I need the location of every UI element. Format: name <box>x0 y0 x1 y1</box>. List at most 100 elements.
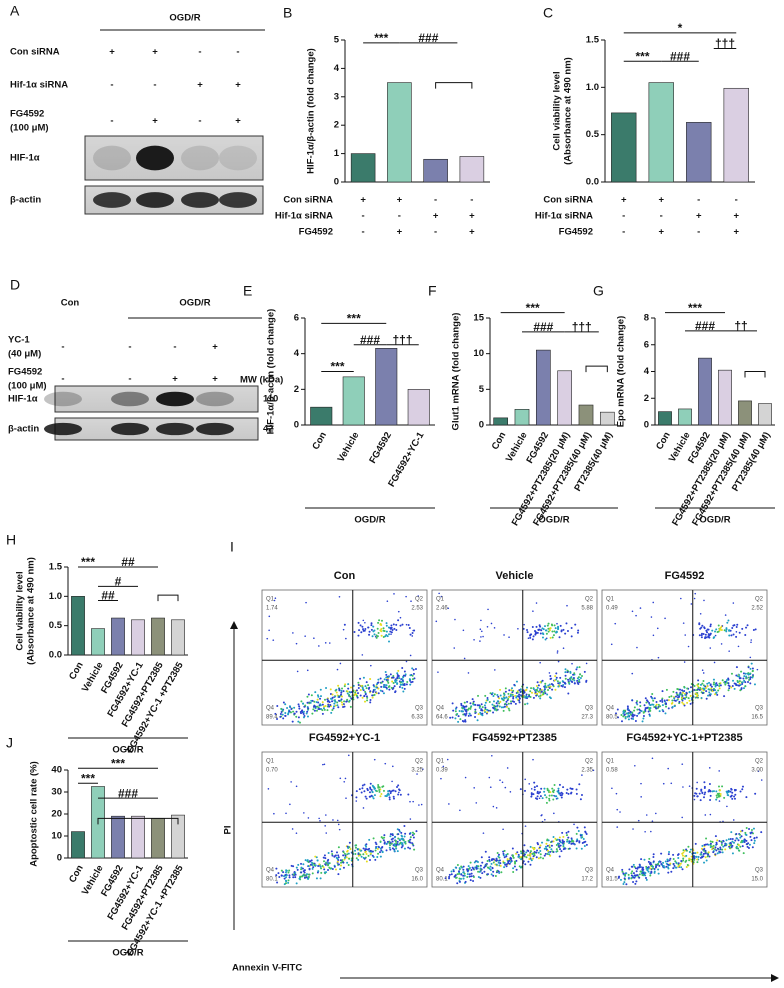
y-tick-label: 6 <box>294 313 299 324</box>
flow-event <box>585 679 588 682</box>
flow-event <box>741 845 744 848</box>
x-tick-label: Vehicle <box>336 430 362 464</box>
flow-event <box>381 845 384 848</box>
flow-event <box>484 708 487 711</box>
flow-event <box>667 767 669 770</box>
flow-event <box>382 839 385 842</box>
flow-event <box>511 693 514 696</box>
y-tick-label: 10 <box>473 348 484 359</box>
flow-event <box>701 691 704 694</box>
flow-event <box>442 765 445 768</box>
flow-event <box>381 785 384 788</box>
flow-event <box>323 871 326 874</box>
flow-event <box>553 624 556 627</box>
flow-event <box>380 849 383 852</box>
flow-event <box>505 863 508 866</box>
flow-event <box>355 790 358 793</box>
flow-event <box>526 702 529 705</box>
blot-band <box>196 391 234 407</box>
flow-event <box>541 636 544 639</box>
flow-event <box>516 851 519 854</box>
y-tick-label: 0.5 <box>49 620 63 631</box>
flow-event <box>555 672 558 675</box>
flow-event <box>484 850 487 853</box>
flow-event <box>709 647 712 649</box>
flow-event <box>295 710 298 713</box>
flow-event <box>556 842 559 845</box>
flow-event <box>403 841 406 844</box>
flow-event <box>340 701 343 704</box>
flow-event <box>412 800 414 803</box>
flow-event <box>659 700 662 703</box>
flow-event <box>552 840 555 843</box>
flow-event <box>273 812 275 815</box>
mw-label: 42 <box>263 424 274 435</box>
flow-event <box>536 795 539 798</box>
flow-event <box>685 692 688 695</box>
flow-event <box>481 872 484 875</box>
flow-event <box>640 870 643 873</box>
flow-event <box>696 851 699 854</box>
y-tick-label: 0 <box>479 420 484 431</box>
flow-event <box>657 860 660 863</box>
flow-event <box>738 849 741 852</box>
flow-event <box>380 634 383 637</box>
flow-event <box>531 638 534 641</box>
flow-event <box>517 627 519 630</box>
flow-event <box>396 672 399 675</box>
flow-event <box>481 712 484 715</box>
flow-event <box>729 629 732 632</box>
flow-event <box>407 624 410 627</box>
flow-event <box>638 876 641 879</box>
flow-event <box>319 695 322 698</box>
flow-event <box>386 680 389 683</box>
flow-event <box>550 794 553 797</box>
flow-event <box>414 668 417 671</box>
flow-event <box>471 866 474 869</box>
flow-event <box>714 685 717 688</box>
flow-event <box>400 842 403 845</box>
flow-event <box>503 634 505 636</box>
flow-event <box>750 662 753 665</box>
flow-event <box>717 689 720 692</box>
flow-event <box>632 876 635 879</box>
quadrant-name: Q3 <box>585 706 594 712</box>
flow-event <box>580 674 583 677</box>
flow-event <box>394 845 397 848</box>
quadrant-name: Q1 <box>436 759 445 765</box>
flow-event <box>703 861 706 864</box>
flow-event <box>727 678 730 681</box>
treatment-mark: - <box>61 374 64 385</box>
flow-event <box>652 855 655 858</box>
flow-event <box>716 847 719 850</box>
flow-event <box>474 716 477 719</box>
flow-event <box>519 850 522 853</box>
flow-event <box>266 637 269 640</box>
flow-event <box>363 790 366 793</box>
flow-event <box>337 706 340 709</box>
flow-event <box>336 704 339 707</box>
flow-event <box>561 792 564 795</box>
flow-event <box>533 786 536 789</box>
flow-event <box>575 847 578 850</box>
flow-event <box>584 831 587 834</box>
flow-event <box>358 788 361 791</box>
flow-event <box>638 711 641 714</box>
flow-event <box>292 710 295 713</box>
flow-event <box>498 859 501 862</box>
flow-event <box>361 654 364 656</box>
flow-event <box>721 785 724 788</box>
flow-event <box>545 632 548 635</box>
flow-event <box>477 713 480 716</box>
flow-event <box>483 709 486 712</box>
bar <box>407 389 430 426</box>
flow-event <box>367 848 370 851</box>
flow-event <box>667 707 670 710</box>
flow-event <box>288 869 291 872</box>
flow-event <box>565 834 568 837</box>
flow-event <box>295 785 298 788</box>
flow-event <box>693 794 696 797</box>
flow-event <box>628 868 631 871</box>
flow-event <box>707 633 710 636</box>
flow-event <box>391 680 394 683</box>
